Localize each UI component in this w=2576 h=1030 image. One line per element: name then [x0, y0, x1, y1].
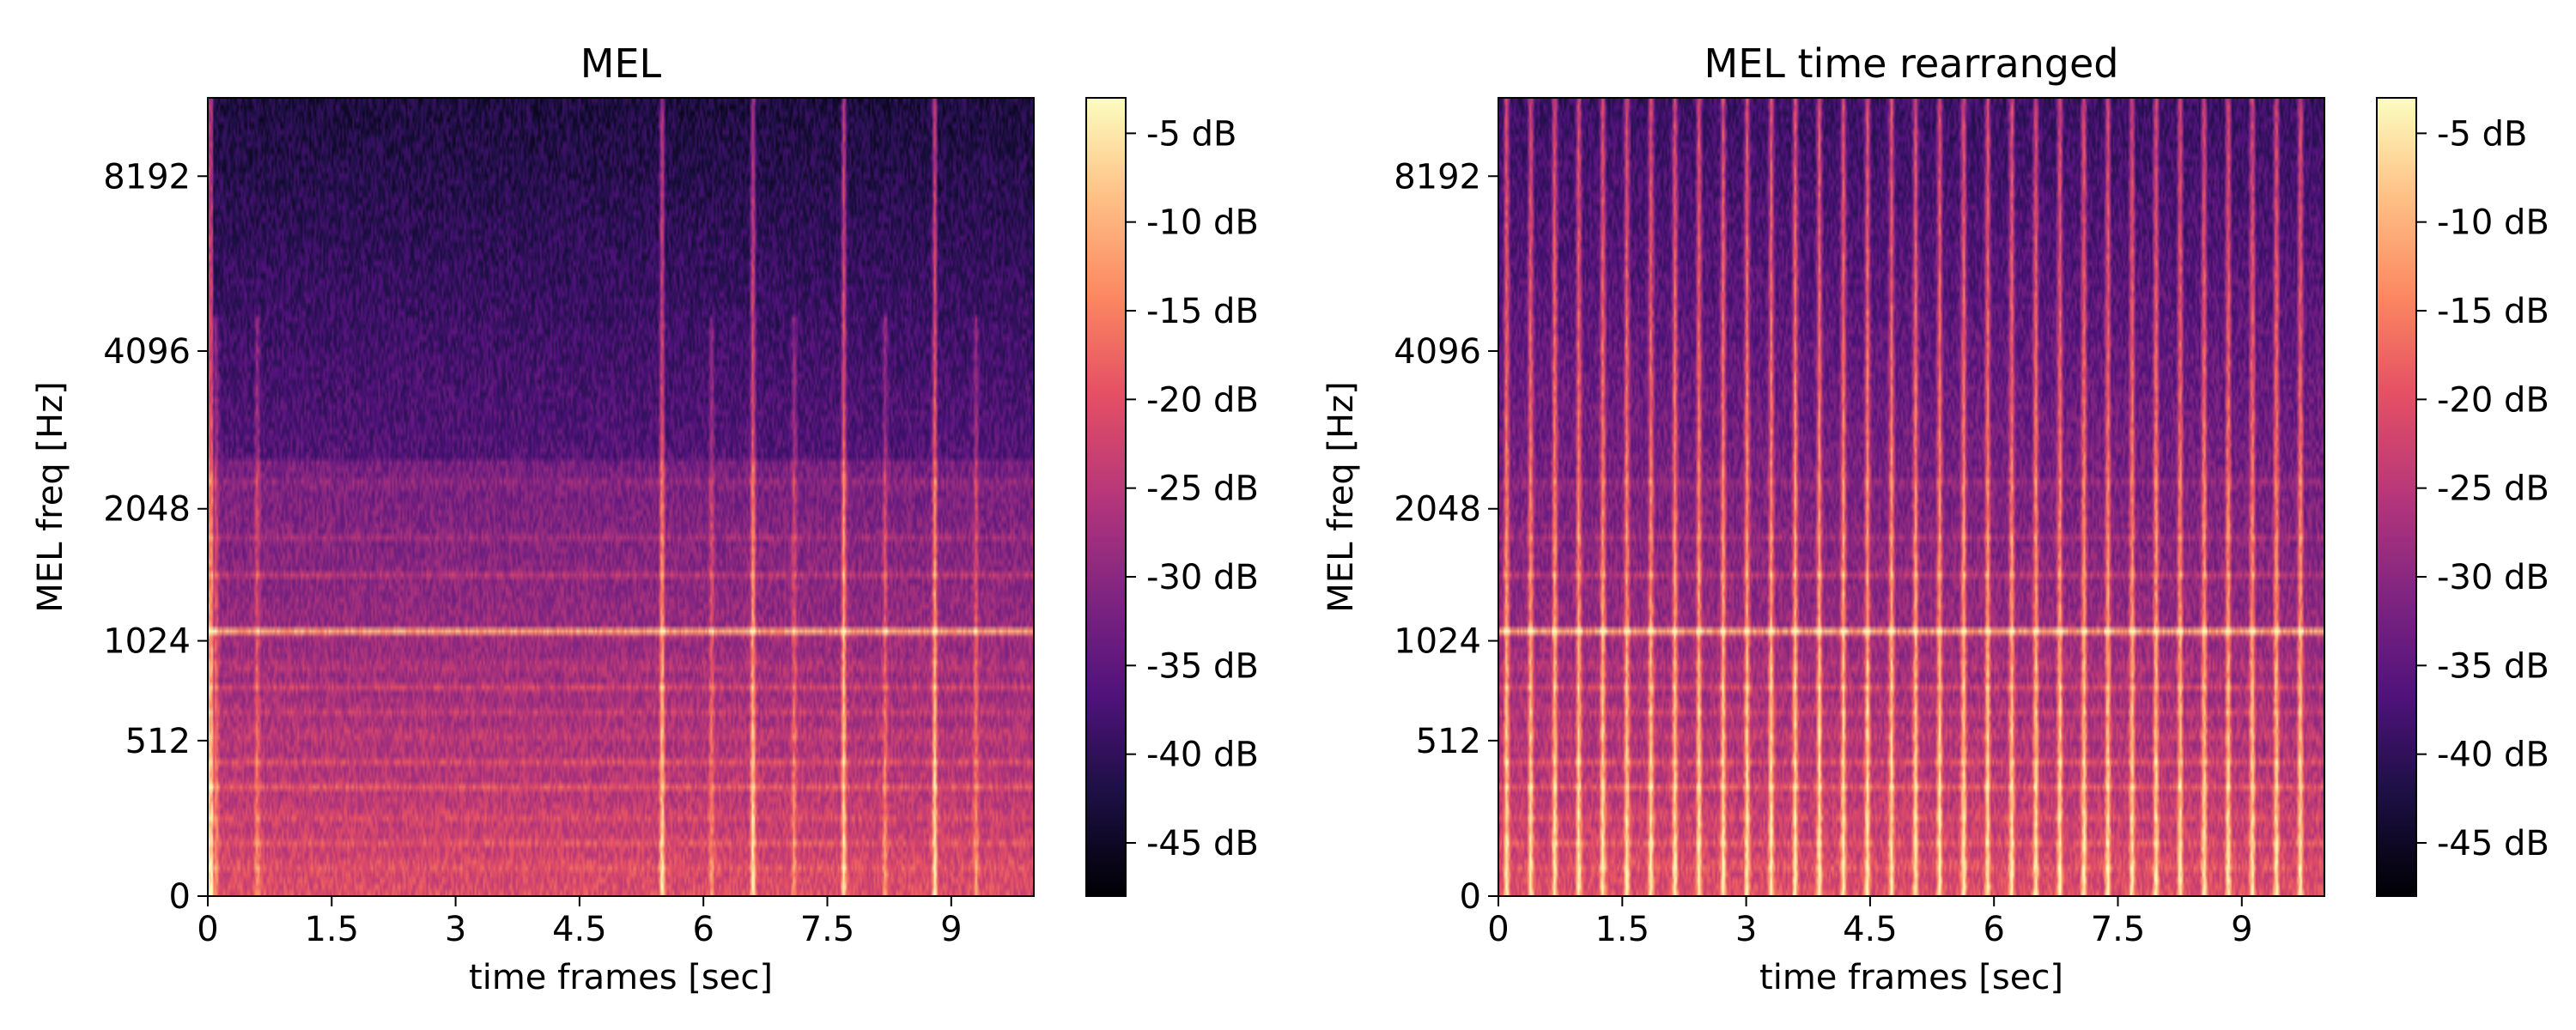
spectrogram-image	[1498, 98, 2324, 896]
x-axis-label: time frames [sec]	[1759, 958, 2063, 997]
y-tick-label: 0	[169, 877, 191, 917]
x-axis-label: time frames [sec]	[469, 958, 773, 997]
chart-title: MEL time rearranged	[1704, 40, 2119, 87]
x-tick-label: 9	[2231, 910, 2252, 949]
colorbar-tick-label: -45 dB	[1146, 824, 1259, 863]
y-tick-label: 8192	[1394, 157, 1481, 197]
colorbar-tick-label: -35 dB	[1146, 646, 1259, 686]
mel-rearranged-panel: MEL time rearranged 0 1.5 3 4.5 6 7.5 9 time fra…	[1321, 40, 2549, 997]
y-tick-label: 512	[1416, 722, 1481, 761]
colorbar-tick-label: -10 dB	[2437, 203, 2549, 243]
colorbar-tick-label: -35 dB	[2437, 646, 2549, 686]
colorbar-tick-label: -20 dB	[2437, 380, 2549, 420]
x-tick-label: 3	[1735, 910, 1757, 949]
colorbar-tick-label: -30 dB	[2437, 558, 2549, 597]
colorbar-tick-label: -40 dB	[2437, 736, 2549, 775]
mel-panel: MEL 0 1.5 3 4.5 6 7.5 9 time frames [sec] 0 512 102…	[31, 40, 1259, 997]
x-tick-label: 4.5	[552, 910, 607, 949]
y-tick-label: 1024	[103, 622, 191, 662]
y-tick-label: 512	[125, 722, 191, 761]
x-tick-label: 1.5	[1595, 910, 1649, 949]
colorbar-tick-label: -45 dB	[2437, 824, 2549, 863]
y-tick-label: 0	[1460, 877, 1481, 917]
colorbar-tick-label: -5 dB	[2437, 114, 2527, 154]
plot-frame	[207, 97, 1035, 897]
x-tick-label: 0	[197, 910, 218, 949]
colorbar-tick-label: -25 dB	[2437, 470, 2549, 509]
x-tick-label: 1.5	[304, 910, 359, 949]
y-tick-label: 4096	[103, 332, 191, 372]
y-axis-label: MEL freq [Hz]	[1321, 381, 1361, 612]
x-tick-label: 6	[692, 910, 714, 949]
y-axis-label: MEL freq [Hz]	[31, 381, 70, 612]
colorbar-gradient	[2377, 98, 2416, 896]
colorbar-tick-label: -25 dB	[1146, 470, 1259, 509]
colorbar-tick-label: -40 dB	[1146, 736, 1259, 775]
x-tick-label: 4.5	[1843, 910, 1898, 949]
y-tick-label: 2048	[103, 490, 191, 530]
colorbar-tick-label: -15 dB	[1146, 292, 1259, 331]
y-tick-label: 1024	[1394, 622, 1481, 662]
colorbar-tick-label: -30 dB	[1146, 558, 1259, 597]
y-tick-label: 2048	[1394, 490, 1481, 530]
plot-frame	[1498, 97, 2325, 897]
x-tick-label: 9	[940, 910, 962, 949]
y-tick-label: 4096	[1394, 332, 1481, 372]
x-tick-label: 6	[1983, 910, 2004, 949]
chart-title: MEL	[580, 40, 662, 87]
x-tick-label: 0	[1487, 910, 1509, 949]
x-tick-label: 7.5	[2091, 910, 2146, 949]
colorbar-tick-label: -20 dB	[1146, 380, 1259, 420]
colorbar-tick-label: -10 dB	[1146, 203, 1259, 243]
y-tick-label: 8192	[103, 157, 191, 197]
spectrogram-image	[208, 98, 1034, 896]
x-tick-label: 7.5	[800, 910, 855, 949]
colorbar-tick-label: -5 dB	[1146, 114, 1236, 154]
x-tick-label: 3	[445, 910, 466, 949]
colorbar-gradient	[1086, 98, 1126, 896]
colorbar-frame	[2376, 97, 2417, 897]
colorbar-frame	[1085, 97, 1127, 897]
colorbar-tick-label: -15 dB	[2437, 292, 2549, 331]
